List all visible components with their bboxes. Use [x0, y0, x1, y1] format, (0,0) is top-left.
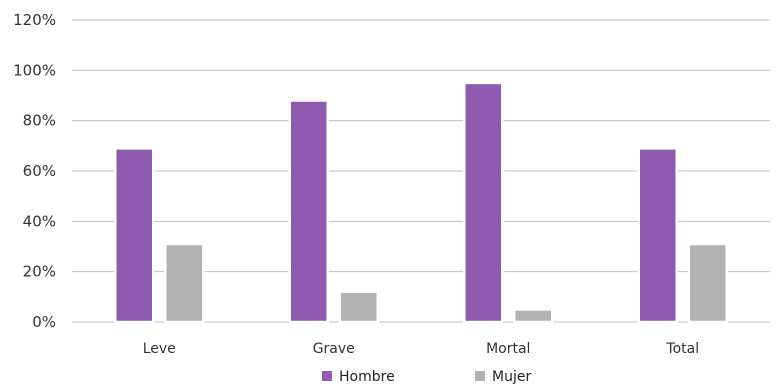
y-tick-label: 20% — [23, 263, 56, 281]
y-tick-label: 0% — [32, 313, 56, 331]
bar-mujer-mortal — [513, 308, 554, 324]
bar-mujer-leve — [164, 242, 205, 324]
y-tick-label: 100% — [13, 61, 56, 79]
x-category-label: Grave — [313, 341, 355, 357]
x-category-label: Total — [665, 341, 699, 357]
x-axis-category-labels: Leve Grave Mortal Total — [143, 341, 699, 357]
bar-hombre-total — [637, 147, 678, 324]
y-axis-tick-labels: 0% 20% 40% 60% 80% 100% 120% — [13, 11, 56, 331]
bar-hombre-grave — [288, 99, 329, 324]
y-tick-label: 80% — [23, 112, 56, 130]
y-tick-label: 60% — [23, 162, 56, 180]
legend-label-mujer: Mujer — [492, 369, 531, 385]
legend-swatch-mujer — [475, 371, 485, 381]
legend: Hombre Mujer — [322, 369, 531, 385]
bar-mujer-total — [687, 242, 728, 324]
x-category-label: Leve — [143, 341, 176, 357]
x-category-label: Mortal — [486, 341, 530, 357]
y-tick-label: 120% — [13, 11, 56, 29]
y-tick-label: 40% — [23, 212, 56, 230]
bars — [114, 81, 728, 324]
bar-hombre-mortal — [463, 81, 504, 324]
legend-label-hombre: Hombre — [339, 369, 395, 385]
bar-hombre-leve — [114, 147, 155, 324]
legend-swatch-hombre — [322, 371, 332, 381]
bar-mujer-grave — [338, 290, 379, 324]
